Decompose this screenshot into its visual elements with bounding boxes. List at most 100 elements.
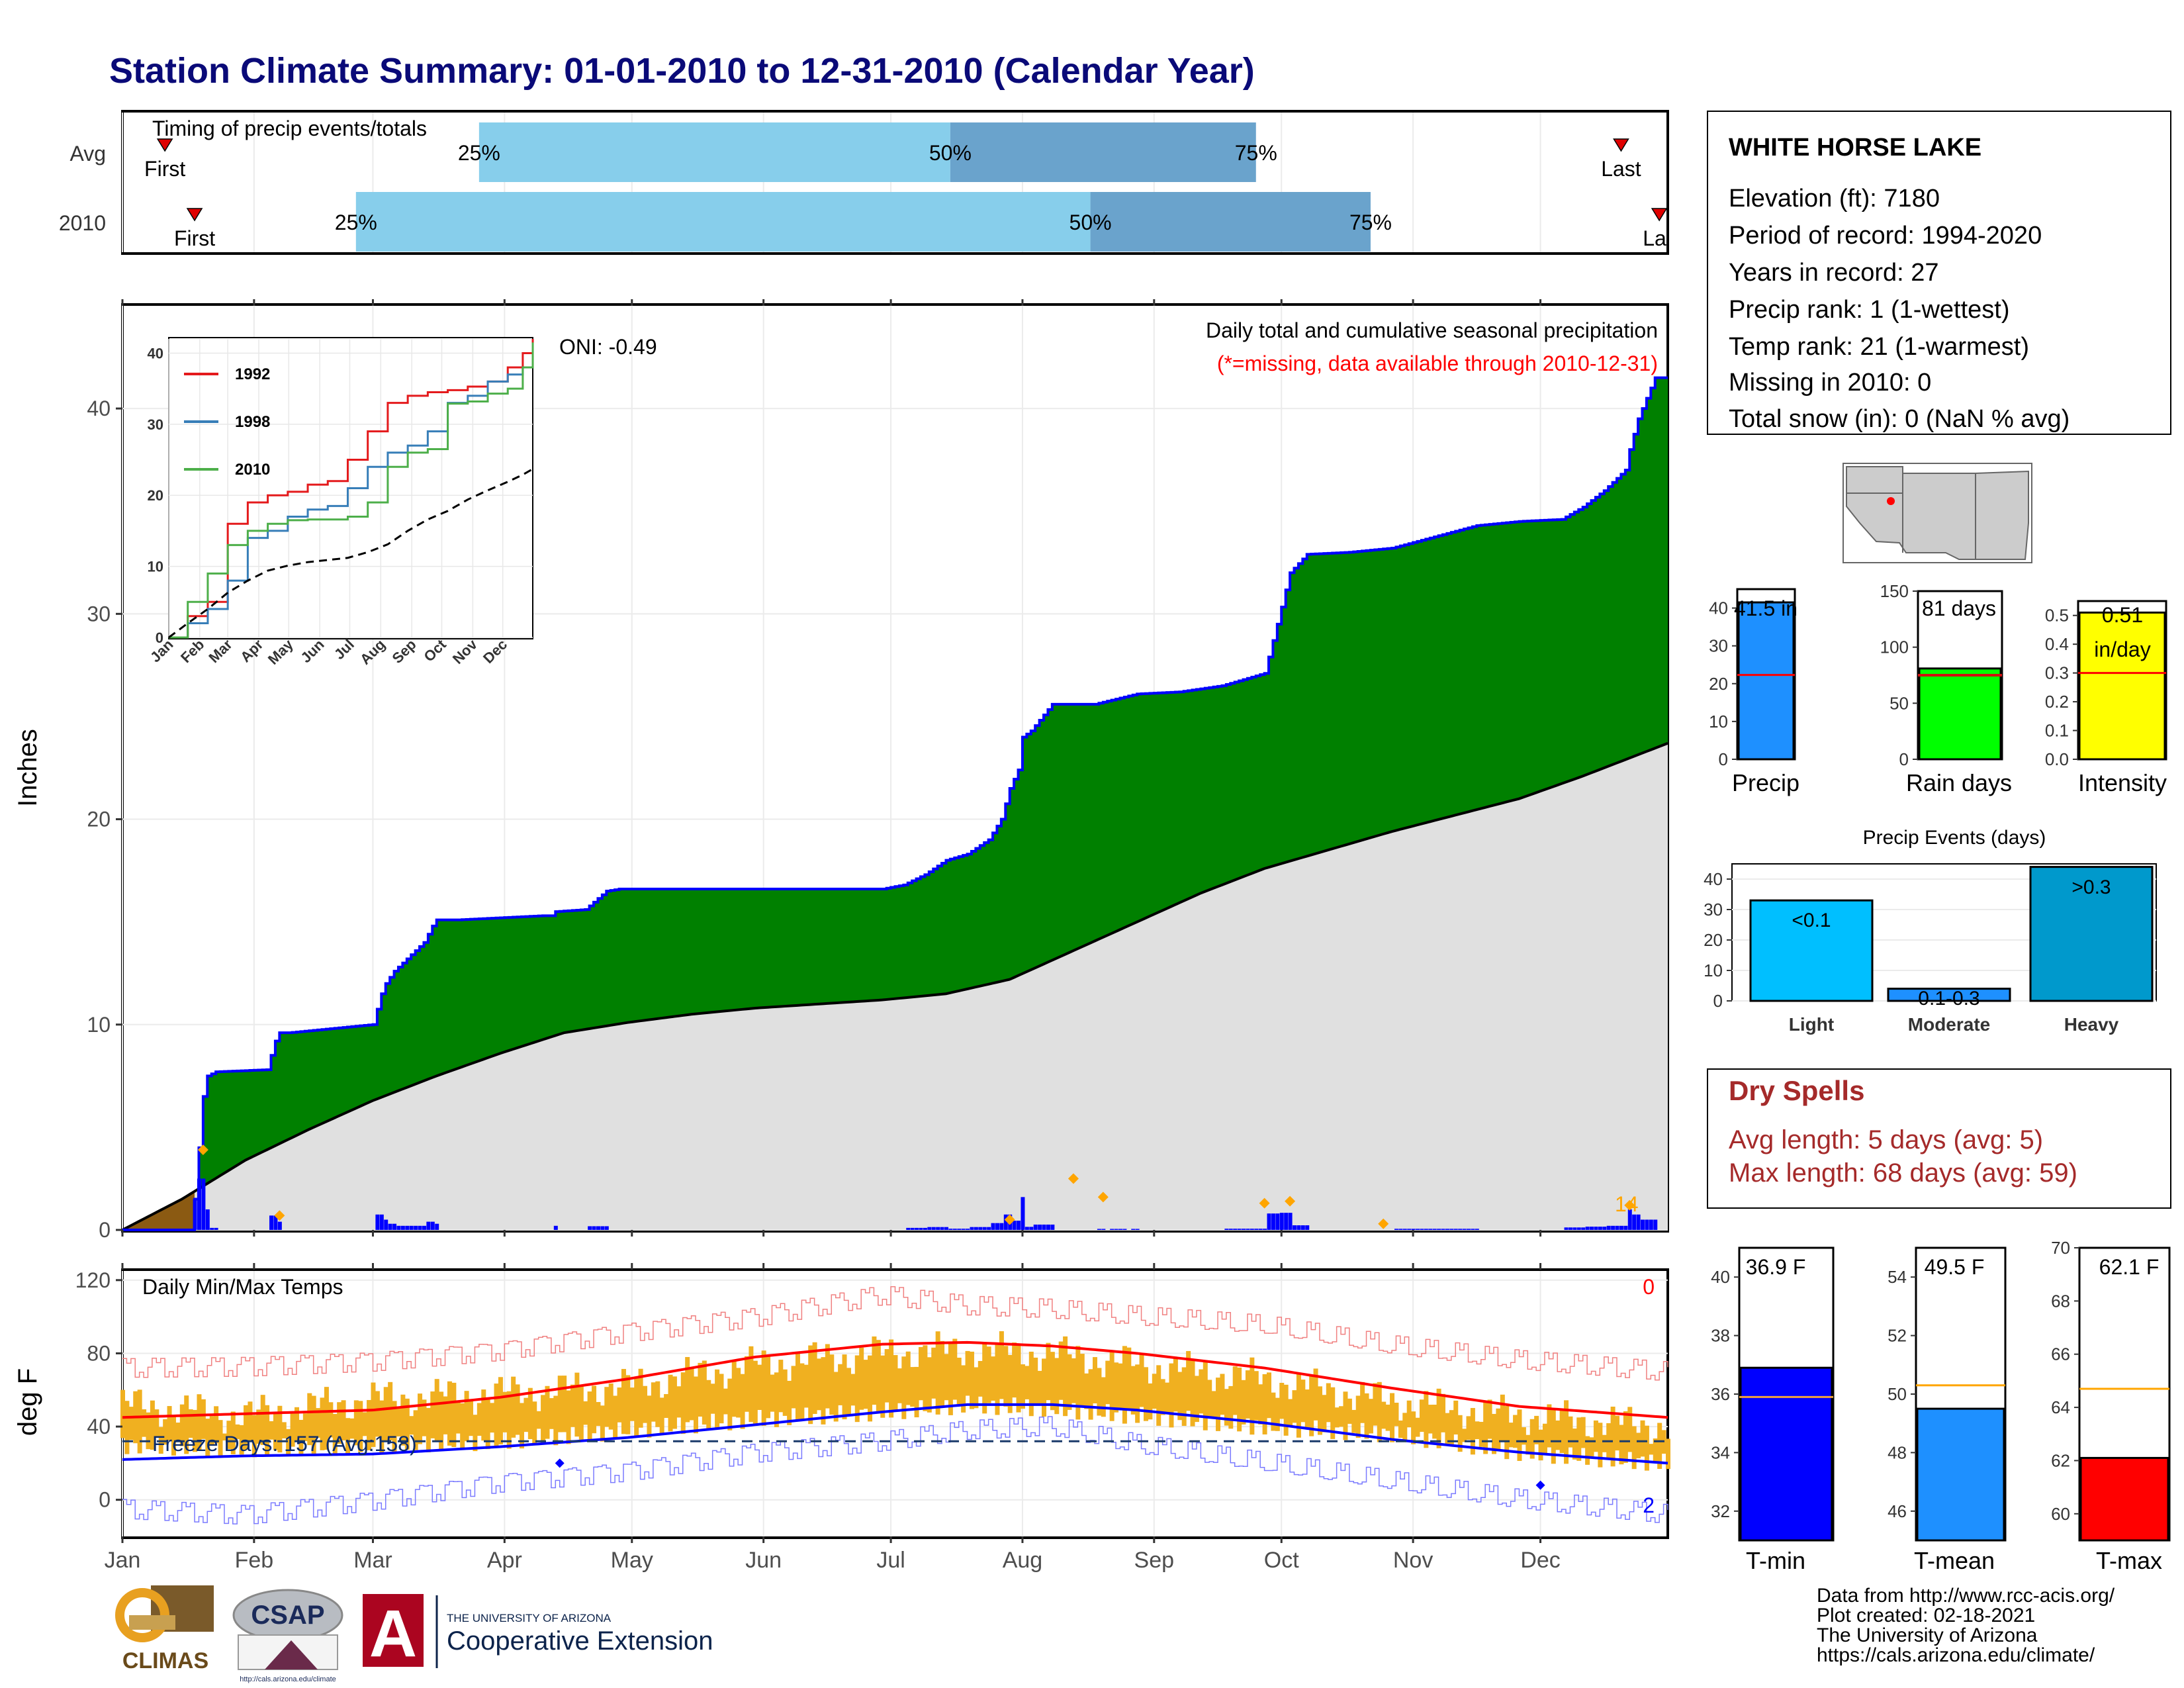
daily-temp-range-bar: [154, 1409, 159, 1437]
daily-precip-bar: [1437, 1229, 1441, 1230]
daily-precip-bar: [435, 1223, 439, 1230]
rain-days-bar-value: 81 days: [1922, 596, 1996, 620]
daily-temp-range-bar: [1016, 1344, 1021, 1413]
daily-temp-range-bar: [400, 1394, 406, 1446]
daily-temp-range-bar: [757, 1364, 762, 1410]
ua-cooperative-extension-logo[interactable]: A THE UNIVERSITY OF ARIZONA Cooperative …: [363, 1594, 713, 1671]
timing-first-label: First: [174, 226, 215, 250]
daily-temp-range-bar: [256, 1409, 261, 1444]
station-line-missing: Missing in 2010: 0: [1729, 369, 1931, 397]
daily-temp-range-bar: [1237, 1367, 1242, 1432]
daily-temp-range-bar: [1538, 1429, 1543, 1461]
cumulative-2010-line: [122, 376, 1668, 1231]
daily-record-marker: [1004, 1214, 1015, 1225]
daily-temp-range-bar: [1453, 1400, 1459, 1435]
daily-temp-range-bar: [1186, 1350, 1191, 1411]
station-location-marker: [1887, 497, 1895, 505]
daily-temp-range-bar: [358, 1401, 363, 1452]
daily-temp-range-bar: [239, 1425, 244, 1455]
daily-temp-range-bar: [1640, 1420, 1645, 1457]
temp-y-tick-label: 80: [87, 1341, 111, 1365]
daily-temp-range-bar: [1559, 1410, 1565, 1454]
daily-temp-range-bar: [570, 1384, 575, 1427]
daily-temp-range-bar: [1326, 1383, 1331, 1423]
timing-q75-label: 75%: [1349, 211, 1392, 234]
daily-precip-bar: [1475, 1229, 1479, 1230]
dry-spells-max: Max length: 68 days (avg: 59): [1729, 1158, 2077, 1188]
daily-temp-range-bar: [910, 1367, 915, 1407]
daily-temp-range-bar: [439, 1391, 444, 1452]
record-max-line: [122, 1286, 1668, 1381]
daily-temp-range-bar: [868, 1355, 873, 1422]
daily-temp-range-bar: [167, 1406, 172, 1441]
daily-temp-range-bar: [592, 1385, 597, 1434]
daily-temp-range-bar: [1130, 1366, 1136, 1415]
daily-precip-bar: [600, 1226, 605, 1230]
daily-temp-range-bar: [625, 1375, 631, 1434]
daily-temp-range-bar: [1028, 1351, 1034, 1417]
daily-temp-range-bar: [1058, 1341, 1064, 1400]
events-tick-label: 40: [1704, 869, 1723, 889]
daily-precip-bar: [1611, 1225, 1615, 1230]
daily-precip-bar: [1305, 1225, 1310, 1230]
daily-precip-bar: [1254, 1229, 1259, 1230]
daily-precip-bar: [1224, 1229, 1229, 1230]
daily-temp-range-bar: [1092, 1357, 1097, 1403]
map-states: [1846, 466, 2029, 560]
daily-temp-range-bar: [349, 1418, 355, 1439]
intensity-summary-tick-label: 0.2: [2045, 692, 2069, 712]
daily-temp-range-bar: [1644, 1425, 1649, 1471]
daily-temp-range-bar: [1424, 1391, 1429, 1448]
daily-precip-bar: [927, 1227, 932, 1230]
daily-precip-bar: [1581, 1227, 1586, 1230]
daily-temp-range-bar: [197, 1394, 202, 1450]
daily-temp-range-bar: [1033, 1357, 1038, 1404]
daily-temp-range-bar: [1504, 1406, 1510, 1460]
daily-precip-bar: [1471, 1229, 1475, 1230]
daily-temp-range-bar: [1529, 1419, 1535, 1459]
station-line-elevation: Elevation (ft): 7180: [1729, 185, 1940, 212]
daily-temp-range-bar: [451, 1382, 457, 1448]
daily-precip-bar: [961, 1229, 966, 1230]
station-line-precip-rank: Precip rank: 1 (1-wettest): [1729, 296, 2009, 324]
daily-temp-range-bar: [1194, 1376, 1199, 1423]
tmin-bar-label: T-min: [1746, 1547, 1805, 1574]
daily-temp-range-bar: [956, 1357, 962, 1405]
daily-temp-range-bar: [655, 1381, 660, 1427]
daily-temp-range-bar: [825, 1344, 830, 1409]
raindays-summary-tick-label: 50: [1889, 693, 1909, 713]
daily-temp-range-bar: [672, 1376, 677, 1429]
daily-precip-bar: [422, 1225, 426, 1230]
temp-caption: Daily Min/Max Temps: [142, 1275, 343, 1299]
daily-temp-range-bar: [1547, 1404, 1552, 1448]
csap-logo[interactable]: CSAP http://cals.arizona.edu/climate: [232, 1589, 343, 1683]
daily-temp-range-bar: [974, 1367, 979, 1409]
daily-precip-bar: [379, 1214, 384, 1230]
daily-temp-range-bar: [1216, 1378, 1221, 1431]
daily-temp-range-bar: [689, 1368, 694, 1421]
daily-temp-range-bar: [1483, 1401, 1488, 1454]
daily-precip-bar: [409, 1225, 414, 1230]
tmax-bar-value: 62.1 F: [2099, 1255, 2160, 1279]
daily-temp-range-bar: [740, 1374, 745, 1429]
daily-temp-range-bar: [587, 1391, 592, 1440]
summary-bars: 0 10 20 30 40 0 50 100 150 0.0 0.1 0.2 0.3 0.4 0.5: [1709, 581, 2167, 769]
raindays-summary-tick-label: 100: [1880, 637, 1909, 657]
events-bar-value-moderate: 0.1-0.3: [1918, 988, 1979, 1009]
climas-logo[interactable]: CLIMAS: [115, 1585, 214, 1673]
daily-temp-range-bar: [859, 1347, 864, 1410]
daily-temp-range-bar: [1148, 1383, 1153, 1420]
daily-precip-bar: [396, 1225, 401, 1230]
daily-temp-range-bar: [549, 1398, 554, 1429]
daily-temp-range-bar: [978, 1360, 983, 1397]
tmean-summary-bar: [1916, 1407, 2005, 1542]
daily-precip-bar: [1038, 1224, 1042, 1230]
daily-temp-range-bar: [727, 1378, 733, 1430]
daily-precip-bar: [1420, 1229, 1424, 1230]
daily-temp-range-bar: [460, 1403, 465, 1450]
daily-temp-range-bar: [222, 1433, 227, 1441]
daily-temp-range-bar: [961, 1365, 966, 1413]
daily-record-marker: [1378, 1218, 1389, 1229]
daily-precip-bar: [1564, 1227, 1569, 1230]
daily-precip-bar: [1284, 1213, 1289, 1230]
